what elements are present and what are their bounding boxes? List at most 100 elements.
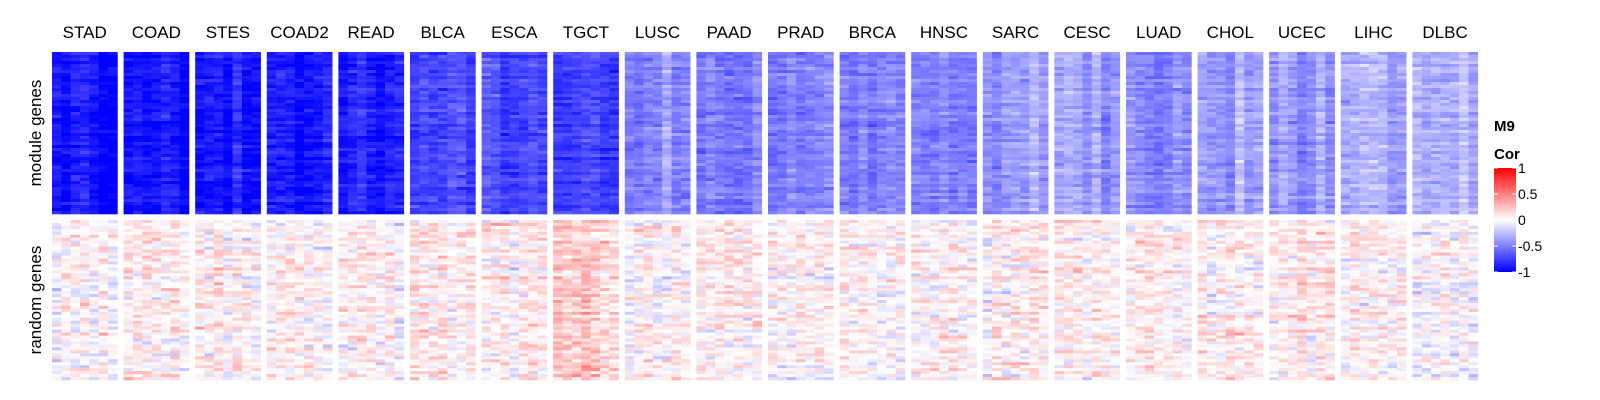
heatmap-cell <box>385 124 395 128</box>
heatmap-cell <box>285 61 296 65</box>
heatmap-cell <box>70 166 81 170</box>
heatmap-cell <box>466 142 476 146</box>
heatmap-cell <box>786 175 797 179</box>
heatmap-cell <box>867 88 878 92</box>
heatmap-cell <box>204 142 215 146</box>
heatmap-cell <box>80 55 90 59</box>
heatmap-cell <box>518 160 529 164</box>
heatmap-cell <box>251 193 261 197</box>
heatmap-cell <box>89 112 100 116</box>
heatmap-cell <box>98 118 109 122</box>
heatmap-cell <box>814 202 825 206</box>
heatmap-cell <box>733 199 744 203</box>
heatmap-cell <box>285 124 296 128</box>
heatmap-cell <box>920 55 931 59</box>
heatmap-cell <box>89 79 100 83</box>
heatmap-cell <box>634 52 644 56</box>
heatmap-cell <box>814 181 825 185</box>
heatmap-cell <box>858 97 868 101</box>
heatmap-cell <box>581 124 591 128</box>
heatmap-cell <box>777 169 787 173</box>
heatmap-cell <box>70 181 81 185</box>
heatmap-cell <box>108 154 118 158</box>
heatmap-cell <box>132 91 143 95</box>
heatmap-cell <box>562 73 573 77</box>
heatmap-cell <box>195 157 205 161</box>
heatmap-cell <box>251 94 261 98</box>
heatmap-cell <box>500 88 510 92</box>
heatmap-cell <box>509 115 520 119</box>
heatmap-cell <box>357 100 367 104</box>
heatmap-cell <box>232 115 243 119</box>
heatmap-cell <box>581 115 591 119</box>
heatmap-cell <box>786 130 797 134</box>
heatmap-cell <box>61 166 71 170</box>
heatmap-cell <box>108 82 118 86</box>
heatmap-cell <box>911 67 921 71</box>
heatmap-cell <box>357 211 367 215</box>
heatmap-cell <box>858 184 868 188</box>
heatmap-cell <box>80 190 90 194</box>
heatmap-cell <box>251 163 261 167</box>
heatmap-cell <box>680 184 691 188</box>
heatmap-cell <box>839 73 850 77</box>
heatmap-cell <box>61 58 71 62</box>
heatmap-cell <box>671 160 682 164</box>
heatmap-cell <box>957 106 968 110</box>
heatmap-cell <box>733 91 744 95</box>
heatmap-cell <box>213 208 224 212</box>
heatmap-cell <box>204 55 215 59</box>
heatmap-cell <box>920 115 931 119</box>
heatmap-cell <box>858 79 868 83</box>
heatmap-cell <box>839 52 850 56</box>
heatmap-cell <box>241 190 252 194</box>
heatmap-cell <box>410 175 420 179</box>
heatmap-cell <box>805 190 816 194</box>
heatmap-cell <box>447 175 458 179</box>
heatmap-cell <box>347 52 358 56</box>
heatmap-cell <box>490 130 501 134</box>
heatmap-cell <box>132 202 143 206</box>
heatmap-cell <box>70 145 81 149</box>
heatmap-cell <box>824 121 834 125</box>
heatmap-cell <box>80 100 90 104</box>
heatmap-cell <box>357 202 367 206</box>
heatmap-cell <box>696 100 707 104</box>
heatmap-cell <box>599 67 610 71</box>
heatmap-cell <box>410 82 420 86</box>
heatmap-cell <box>204 85 215 89</box>
heatmap-cell <box>537 73 548 77</box>
heatmap-cell <box>948 61 959 65</box>
heatmap-cell <box>786 76 797 80</box>
heatmap-cell <box>634 160 644 164</box>
heatmap-cell <box>394 55 405 59</box>
heatmap-cell <box>385 127 395 131</box>
heatmap-cell <box>466 67 476 71</box>
heatmap-cell <box>108 70 118 74</box>
heatmap-cell <box>456 124 467 128</box>
heatmap-cell <box>696 211 707 215</box>
heatmap-cell <box>481 202 492 206</box>
heatmap-cell <box>824 151 834 155</box>
heatmap-cell <box>195 172 205 176</box>
heatmap-cell <box>509 178 520 182</box>
heatmap-cell <box>52 166 62 170</box>
heatmap-cell <box>839 64 850 68</box>
heatmap-cell <box>992 58 1002 62</box>
heatmap-cell <box>366 139 377 143</box>
heatmap-cell <box>939 193 949 197</box>
heatmap-cell <box>786 181 797 185</box>
heatmap-cell <box>876 154 887 158</box>
heatmap-cell <box>967 115 977 119</box>
heatmap-cell <box>705 88 716 92</box>
heatmap-cell <box>858 127 868 131</box>
heatmap-cell <box>957 160 968 164</box>
heatmap-cell <box>858 163 868 167</box>
heatmap-cell <box>232 112 243 116</box>
heatmap-cell <box>867 187 878 191</box>
heatmap-cell <box>132 115 143 119</box>
heatmap-cell <box>662 127 672 131</box>
heatmap-cell <box>132 52 143 56</box>
heatmap-cell <box>447 70 458 74</box>
